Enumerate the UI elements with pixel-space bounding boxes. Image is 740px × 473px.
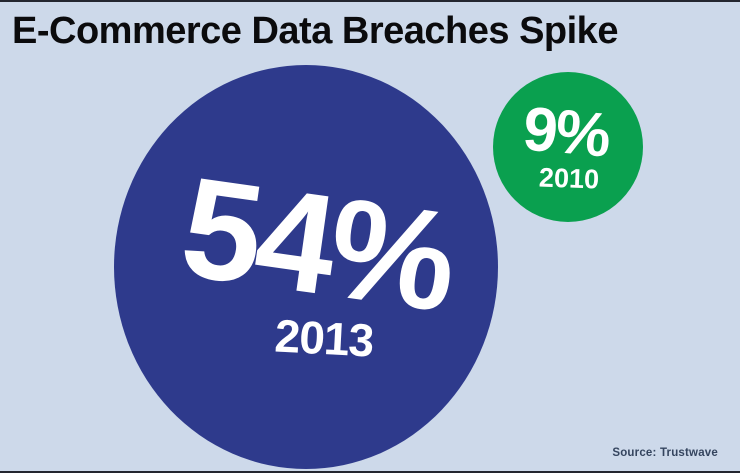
chart-title: E-Commerce Data Breaches Spike bbox=[12, 10, 618, 52]
source-credit: Source: Trustwave bbox=[612, 447, 718, 459]
bubble-2013-value: 54% bbox=[172, 147, 462, 342]
bubble-2013 bbox=[114, 65, 498, 469]
bubble-2010-value: 9% bbox=[520, 94, 612, 171]
bubble-2013-year: 2013 bbox=[273, 309, 375, 367]
bubble-2010-year: 2010 bbox=[538, 162, 600, 195]
bubble-2010 bbox=[493, 72, 643, 222]
